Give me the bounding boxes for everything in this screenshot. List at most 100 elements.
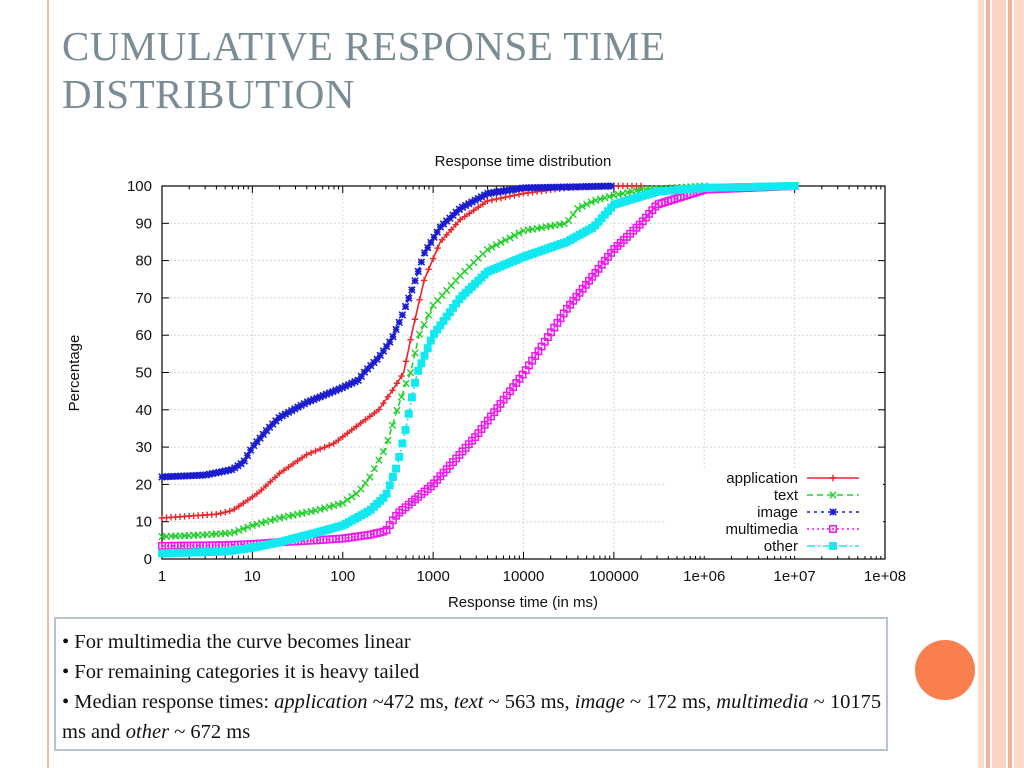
data-point	[471, 196, 479, 205]
y-tick-label: 40	[135, 402, 152, 419]
legend-marker-multimedia	[829, 525, 837, 533]
data-point	[284, 408, 293, 417]
y-tick-label: 80	[135, 253, 152, 270]
bullet-text: ~ 563 ms,	[483, 691, 575, 713]
data-point	[411, 349, 419, 357]
data-point	[402, 379, 410, 388]
data-point	[420, 277, 428, 284]
data-point	[357, 372, 366, 381]
data-point	[411, 277, 419, 285]
data-point	[253, 438, 261, 446]
legend-background	[667, 468, 883, 556]
data-point	[511, 192, 518, 199]
bullet-text: ~ 172 ms,	[624, 691, 717, 713]
data-point	[226, 507, 233, 515]
data-point	[452, 221, 459, 228]
data-point	[321, 444, 328, 451]
data-point	[466, 210, 473, 217]
series-image	[158, 182, 615, 481]
data-point	[515, 229, 523, 237]
data-point	[401, 302, 410, 311]
data-point	[465, 199, 473, 208]
bullet-emphasis: image	[574, 691, 625, 713]
data-point	[239, 525, 248, 533]
left-decorative-rule	[47, 0, 49, 768]
y-tick-label: 60	[135, 327, 152, 344]
bullet-item: • For multimedia the curve becomes linea…	[62, 627, 886, 657]
bullet-emphasis: application	[274, 691, 368, 713]
data-point	[312, 447, 319, 455]
data-point	[502, 194, 509, 201]
data-point	[592, 196, 600, 205]
bullet-text: ~ 10175 ms and	[62, 691, 882, 743]
data-point	[406, 368, 415, 377]
data-point	[420, 320, 428, 329]
data-point	[217, 510, 224, 517]
data-point	[280, 466, 288, 474]
series-other	[158, 182, 799, 558]
data-point	[492, 241, 501, 249]
x-tick-label: 100	[330, 568, 355, 585]
data-point	[298, 454, 306, 461]
data-point	[607, 182, 615, 190]
data-point	[289, 460, 297, 468]
data-point	[601, 194, 609, 202]
bullet-emphasis: text	[453, 691, 484, 713]
data-point	[397, 393, 406, 401]
data-point	[434, 244, 441, 252]
data-point	[488, 196, 496, 204]
bullet-emphasis: multimedia	[716, 691, 809, 713]
series-line-multimedia	[161, 185, 795, 547]
notes-box: • For multimedia the curve becomes linea…	[54, 617, 888, 751]
data-point	[243, 451, 252, 460]
data-point	[357, 419, 365, 427]
data-point	[330, 440, 337, 447]
data-point	[348, 493, 356, 501]
data-point	[240, 457, 249, 465]
decorative-orange-circle	[915, 640, 975, 700]
data-point	[339, 433, 346, 440]
data-point	[294, 403, 302, 411]
data-point	[332, 386, 340, 395]
response-time-chart: 1 10 100 1000 10000 100000 1e+06 1e+07 1e+08 0 10…	[66, 153, 906, 611]
y-tick-label: 0	[144, 551, 152, 568]
data-point	[430, 233, 438, 242]
data-point	[351, 377, 359, 386]
data-point	[294, 457, 301, 465]
data-point	[411, 316, 419, 323]
data-point	[335, 385, 343, 393]
data-point	[271, 474, 279, 481]
data-point	[371, 409, 378, 417]
data-point	[389, 387, 396, 394]
data-point	[244, 523, 252, 531]
data-point	[267, 478, 274, 485]
data-point	[461, 201, 470, 210]
legend-label-other: other	[764, 538, 798, 555]
data-point	[392, 464, 401, 473]
y-tick-label: 10	[135, 514, 152, 531]
slide-title-line-1: CUMULATIVE RESPONSE TIME	[62, 23, 666, 69]
data-point	[510, 231, 519, 240]
data-point	[322, 390, 331, 399]
data-point	[493, 195, 500, 203]
bullet-text: ~472 ms,	[367, 691, 454, 713]
data-point	[329, 387, 337, 396]
data-point	[497, 194, 505, 202]
data-point	[404, 409, 413, 418]
data-point	[348, 426, 355, 434]
data-point	[402, 358, 410, 365]
data-point	[325, 442, 333, 449]
data-point	[483, 245, 492, 254]
bullet-text: • Median response times:	[62, 691, 275, 713]
data-point	[366, 473, 374, 481]
data-point	[395, 318, 403, 327]
data-point	[564, 216, 573, 225]
x-tick-label: 1000	[416, 568, 449, 585]
data-point	[366, 413, 374, 420]
bullet-text: • For remaining categories it is heavy t…	[62, 661, 420, 683]
data-point	[596, 195, 605, 203]
data-point	[319, 391, 328, 400]
data-point	[474, 194, 483, 203]
data-point	[335, 436, 342, 444]
